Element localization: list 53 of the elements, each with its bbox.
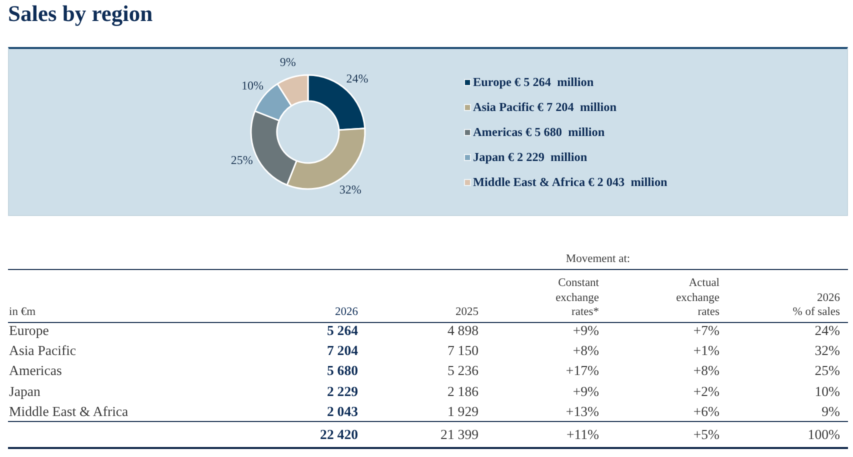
data-label: 5 680 xyxy=(326,362,358,380)
text: in €m xyxy=(9,305,36,320)
text: +11% xyxy=(566,427,599,442)
data-label: 32% xyxy=(814,342,840,360)
legend-label: Asia Pacific € 7 204 million xyxy=(473,99,617,115)
data-label: +8% xyxy=(693,362,720,380)
legend-label: 2026 xyxy=(334,305,358,320)
data-label: 24% xyxy=(346,72,368,86)
legend-label: Americas € 5 680 million xyxy=(473,124,605,140)
legend-label: 2025 xyxy=(454,305,478,320)
legend-label: 2026 % of sales xyxy=(792,290,840,320)
text: 21 399 xyxy=(440,427,478,442)
data-label: 1 929 xyxy=(447,402,478,421)
category-label: Asia Pacific xyxy=(9,342,76,360)
data-label: 7 150 xyxy=(447,342,478,360)
data-label: +7% xyxy=(693,322,720,340)
legend-label: Europe € 5 264 million xyxy=(473,74,594,90)
text: 100% xyxy=(808,427,840,442)
data-label: 9% xyxy=(822,402,840,421)
text: +5% xyxy=(693,427,720,442)
data-label: 5 264 xyxy=(326,322,358,340)
data-label: 25% xyxy=(814,362,840,380)
legend-label: Japan € 2 229 million xyxy=(473,149,588,165)
data-label: +6% xyxy=(693,402,720,421)
legend-label: Constant exchange rates* xyxy=(554,276,599,320)
data-label: 2 186 xyxy=(447,382,478,401)
data-label: +17% xyxy=(566,362,599,380)
text: Movement at: xyxy=(564,252,632,267)
legend-label: Middle East & Africa € 2 043 million xyxy=(473,174,668,190)
data-label: 25% xyxy=(230,152,253,167)
data-label: 32% xyxy=(339,182,362,196)
category-label: Americas xyxy=(9,362,62,380)
data-label: 9% xyxy=(280,55,296,70)
chart-title: Sales by region xyxy=(8,1,153,27)
data-label: 7 204 xyxy=(326,342,358,360)
legend-label: Actual exchange rates xyxy=(675,276,720,320)
data-label: +1% xyxy=(693,342,720,360)
data-label: +9% xyxy=(572,322,599,340)
category-label: Middle East & Africa xyxy=(9,402,128,421)
data-label: 5 236 xyxy=(447,362,478,380)
data-label: 2 229 xyxy=(326,382,358,401)
data-label: +2% xyxy=(693,382,720,401)
data-label: 2 043 xyxy=(326,402,358,421)
data-label: 10% xyxy=(814,382,840,401)
data-label: 4 898 xyxy=(447,322,478,340)
text: 22 420 xyxy=(320,427,358,442)
data-label: +8% xyxy=(572,342,599,360)
data-label: 10% xyxy=(242,78,264,92)
category-label: Japan xyxy=(9,382,40,401)
data-label: +9% xyxy=(572,382,599,401)
data-label: +13% xyxy=(566,402,599,421)
data-label: 24% xyxy=(814,322,840,340)
category-label: Europe xyxy=(9,322,49,340)
